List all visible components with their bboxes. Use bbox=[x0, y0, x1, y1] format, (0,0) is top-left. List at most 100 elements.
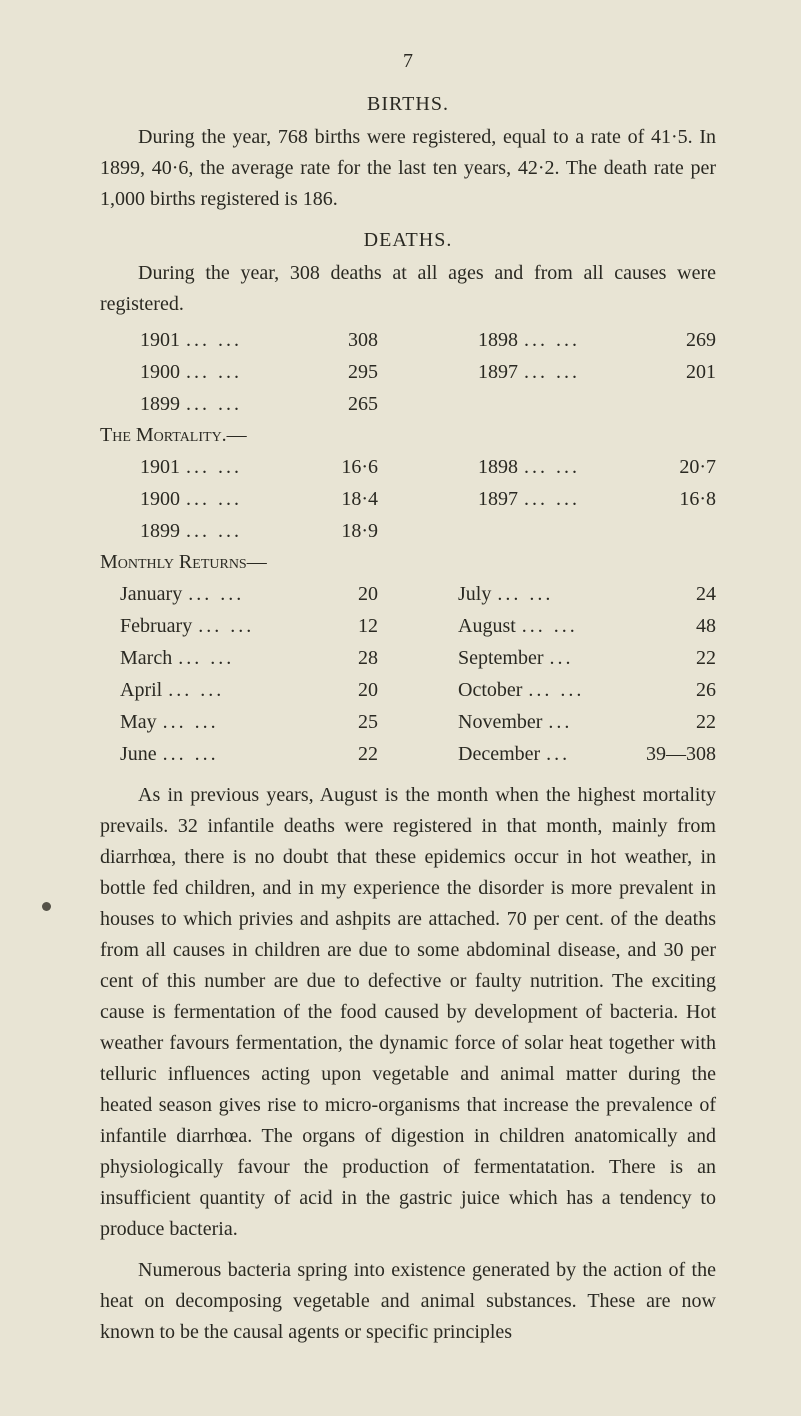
mortality-stats: 1901 ... ... 16·6 1898 ... ... 20·7 1900… bbox=[100, 451, 716, 547]
stats-row: April ... ... 20 October ... ... 26 bbox=[100, 674, 716, 706]
stat-label: 1900 bbox=[100, 356, 180, 388]
stat-label: January bbox=[100, 578, 182, 610]
stats-cell: September ... 22 bbox=[438, 642, 716, 674]
leader-dots: ... bbox=[540, 738, 646, 770]
leader-dots: ... ... bbox=[157, 738, 324, 770]
stat-label: October bbox=[438, 674, 522, 706]
stats-cell: June ... ... 22 bbox=[100, 738, 378, 770]
leader-dots: ... ... bbox=[180, 388, 324, 420]
leader-dots: ... ... bbox=[518, 451, 662, 483]
stats-cell bbox=[438, 515, 716, 547]
stat-value: 22 bbox=[662, 706, 716, 738]
stat-value: 16·8 bbox=[662, 483, 716, 515]
leader-dots: ... ... bbox=[522, 674, 662, 706]
mortality-heading: The Mortality.— bbox=[100, 424, 716, 447]
stat-value: 24 bbox=[662, 578, 716, 610]
stats-cell: November ... 22 bbox=[438, 706, 716, 738]
stat-label: 1898 bbox=[438, 451, 518, 483]
monthly-heading: Monthly Returns— bbox=[100, 551, 716, 574]
stats-cell: August ... ... 48 bbox=[438, 610, 716, 642]
stat-value: 28 bbox=[324, 642, 378, 674]
stats-row: 1901 ... ... 16·6 1898 ... ... 20·7 bbox=[100, 451, 716, 483]
stat-label: 1899 bbox=[100, 515, 180, 547]
stats-cell: 1900 ... ... 18·4 bbox=[100, 483, 378, 515]
stat-label: 1901 bbox=[100, 324, 180, 356]
leader-dots: ... ... bbox=[180, 324, 324, 356]
leader-dots: ... bbox=[544, 642, 662, 674]
page-number: 7 bbox=[100, 50, 716, 73]
stat-value: 18·9 bbox=[324, 515, 378, 547]
stats-cell: February ... ... 12 bbox=[100, 610, 378, 642]
stat-value: 48 bbox=[662, 610, 716, 642]
stat-value: 269 bbox=[662, 324, 716, 356]
stat-value: 20·7 bbox=[662, 451, 716, 483]
stat-label: December bbox=[438, 738, 540, 770]
stat-value: 18·4 bbox=[324, 483, 378, 515]
stats-row: February ... ... 12 August ... ... 48 bbox=[100, 610, 716, 642]
stats-cell: March ... ... 28 bbox=[100, 642, 378, 674]
stats-cell: 1897 ... ... 201 bbox=[438, 356, 716, 388]
stat-value: 25 bbox=[324, 706, 378, 738]
stat-label: March bbox=[100, 642, 172, 674]
stats-cell: December ... 39—308 bbox=[438, 738, 716, 770]
stats-row: 1901 ... ... 308 1898 ... ... 269 bbox=[100, 324, 716, 356]
body-paragraph-1: As in previous years, August is the mont… bbox=[100, 780, 716, 1245]
stats-cell: May ... ... 25 bbox=[100, 706, 378, 738]
leader-dots: ... bbox=[542, 706, 662, 738]
stat-label: June bbox=[100, 738, 157, 770]
stat-label: November bbox=[438, 706, 542, 738]
leader-dots: ... ... bbox=[180, 483, 324, 515]
body-paragraph-2: Numerous bacteria spring into existence … bbox=[100, 1255, 716, 1348]
stats-row: June ... ... 22 December ... 39—308 bbox=[100, 738, 716, 770]
leader-dots: ... ... bbox=[180, 356, 324, 388]
stats-cell: April ... ... 20 bbox=[100, 674, 378, 706]
stat-value: 201 bbox=[662, 356, 716, 388]
year-stats: 1901 ... ... 308 1898 ... ... 269 1900 .… bbox=[100, 324, 716, 420]
stat-value: 308 bbox=[324, 324, 378, 356]
monthly-stats: January ... ... 20 July ... ... 24 Febru… bbox=[100, 578, 716, 770]
leader-dots: ... ... bbox=[180, 515, 324, 547]
stat-label: February bbox=[100, 610, 192, 642]
leader-dots: ... ... bbox=[516, 610, 662, 642]
leader-dots: ... ... bbox=[518, 483, 662, 515]
stat-value: 39—308 bbox=[646, 738, 716, 770]
leader-dots: ... ... bbox=[518, 324, 662, 356]
leader-dots: ... ... bbox=[172, 642, 324, 674]
stat-label: April bbox=[100, 674, 162, 706]
stats-cell: 1899 ... ... 18·9 bbox=[100, 515, 378, 547]
stats-cell: 1898 ... ... 269 bbox=[438, 324, 716, 356]
births-heading: BIRTHS. bbox=[100, 93, 716, 116]
stat-value: 265 bbox=[324, 388, 378, 420]
stats-row: March ... ... 28 September ... 22 bbox=[100, 642, 716, 674]
leader-dots: ... ... bbox=[182, 578, 324, 610]
stat-value: 16·6 bbox=[324, 451, 378, 483]
stats-cell: 1897 ... ... 16·8 bbox=[438, 483, 716, 515]
stat-label: 1897 bbox=[438, 483, 518, 515]
leader-dots: ... ... bbox=[192, 610, 324, 642]
stat-label: July bbox=[438, 578, 491, 610]
stat-label: 1900 bbox=[100, 483, 180, 515]
stats-cell: January ... ... 20 bbox=[100, 578, 378, 610]
stats-cell: October ... ... 26 bbox=[438, 674, 716, 706]
stats-cell: 1899 ... ... 265 bbox=[100, 388, 378, 420]
stats-cell: 1898 ... ... 20·7 bbox=[438, 451, 716, 483]
deaths-paragraph: During the year, 308 deaths at all ages … bbox=[100, 258, 716, 320]
page-content: 7 BIRTHS. During the year, 768 births we… bbox=[0, 0, 801, 1402]
leader-dots: ... ... bbox=[518, 356, 662, 388]
stat-value: 295 bbox=[324, 356, 378, 388]
stats-row: 1899 ... ... 18·9 bbox=[100, 515, 716, 547]
stats-row: 1900 ... ... 295 1897 ... ... 201 bbox=[100, 356, 716, 388]
deaths-heading: DEATHS. bbox=[100, 229, 716, 252]
stats-row: May ... ... 25 November ... 22 bbox=[100, 706, 716, 738]
stat-label: 1898 bbox=[438, 324, 518, 356]
stats-cell bbox=[438, 388, 716, 420]
stat-value: 20 bbox=[324, 578, 378, 610]
leader-dots: ... ... bbox=[180, 451, 324, 483]
stat-label: May bbox=[100, 706, 157, 738]
stat-value: 20 bbox=[324, 674, 378, 706]
stats-row: 1899 ... ... 265 bbox=[100, 388, 716, 420]
stat-label: August bbox=[438, 610, 516, 642]
stat-label: September bbox=[438, 642, 544, 674]
stat-label: 1897 bbox=[438, 356, 518, 388]
stat-value: 26 bbox=[662, 674, 716, 706]
